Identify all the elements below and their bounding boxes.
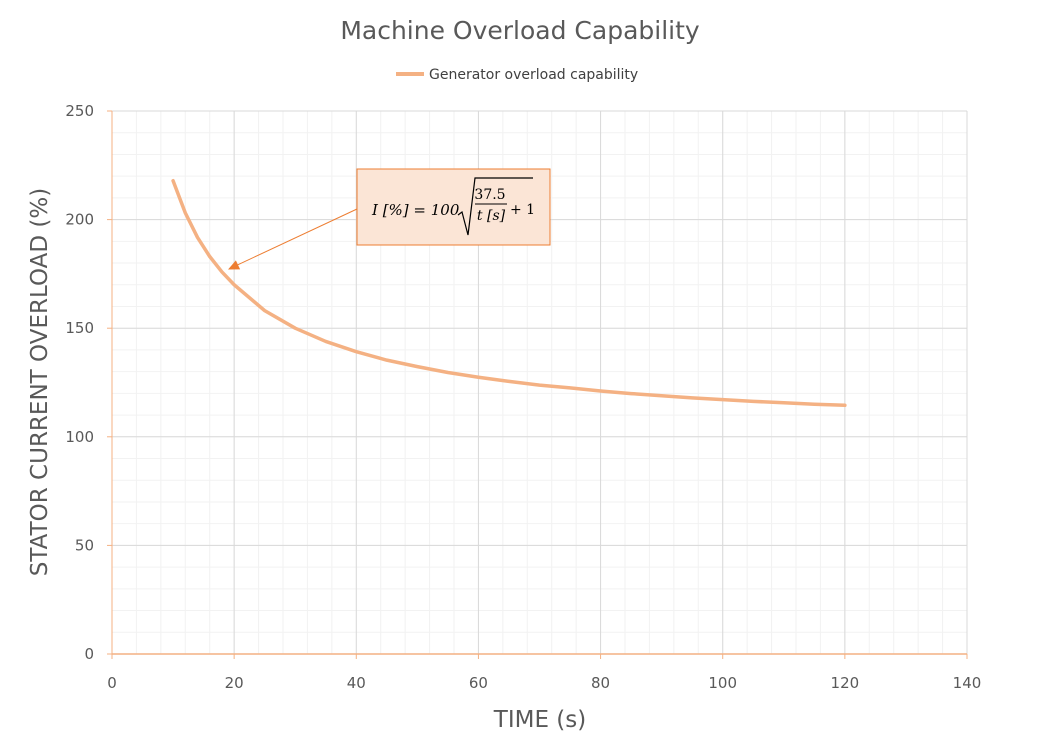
- legend: Generator overload capability: [396, 67, 638, 83]
- x-tick-label: 120: [831, 674, 860, 692]
- formula-annotation: I [%] = 100 37.5 t [s] + 1: [228, 168, 551, 270]
- formula-denominator: t [s]: [477, 208, 506, 224]
- x-tick-label: 40: [347, 674, 366, 692]
- y-tick-label: 250: [65, 102, 94, 120]
- y-tick-label: 50: [75, 536, 94, 554]
- formula-lhs: I [%] = 100: [371, 201, 460, 219]
- tick-labels: 0 50 100 150 200 250 0 20 40 60 80 100 120 140: [65, 102, 981, 692]
- annotation-arrow: [233, 208, 358, 268]
- series-line: [171, 178, 847, 408]
- chart-title: Machine Overload Capability: [340, 16, 700, 45]
- formula-numerator: 37.5: [474, 187, 505, 203]
- annotation-arrowhead: [228, 260, 241, 270]
- formula-radical: [457, 177, 533, 236]
- legend-label: Generator overload capability: [429, 67, 638, 83]
- x-tick-label: 80: [591, 674, 610, 692]
- y-axis-title: STATOR CURRENT OVERLOAD (%): [27, 188, 53, 576]
- formula-plus-one: + 1: [510, 202, 535, 218]
- x-tick-label: 20: [225, 674, 244, 692]
- series-layer: [171, 178, 847, 408]
- y-tick-label: 150: [65, 319, 94, 337]
- x-axis-title: TIME (s): [493, 707, 586, 733]
- axes: [107, 110, 968, 659]
- x-tick-label: 0: [107, 674, 117, 692]
- x-tick-label: 100: [708, 674, 737, 692]
- x-tick-label: 140: [953, 674, 982, 692]
- x-tick-label: 60: [469, 674, 488, 692]
- y-tick-label: 0: [84, 645, 94, 663]
- annotation-box: [356, 168, 551, 246]
- y-tick-label: 200: [65, 211, 94, 229]
- y-tick-label: 100: [65, 428, 94, 446]
